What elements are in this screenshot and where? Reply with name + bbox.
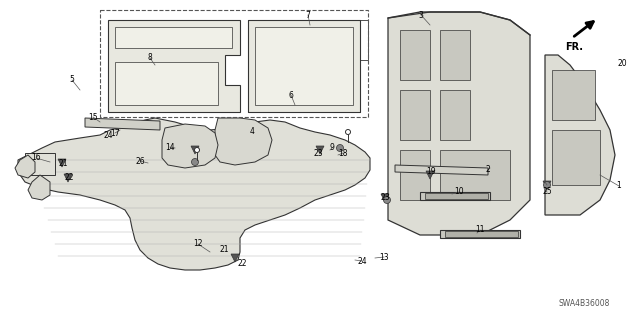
- Polygon shape: [231, 254, 239, 262]
- Text: 17: 17: [110, 129, 120, 137]
- Text: 7: 7: [305, 11, 310, 19]
- Text: 24: 24: [357, 256, 367, 265]
- Polygon shape: [64, 174, 72, 182]
- Polygon shape: [248, 20, 360, 112]
- Text: FR.: FR.: [565, 42, 583, 52]
- Polygon shape: [108, 20, 240, 112]
- Circle shape: [543, 182, 550, 189]
- Polygon shape: [445, 231, 518, 237]
- Text: 22: 22: [64, 174, 74, 182]
- Polygon shape: [420, 192, 490, 200]
- Text: 20: 20: [617, 58, 627, 68]
- Text: 9: 9: [330, 144, 335, 152]
- Circle shape: [337, 145, 344, 152]
- Polygon shape: [552, 70, 595, 120]
- Polygon shape: [85, 118, 160, 130]
- Polygon shape: [440, 150, 510, 200]
- Polygon shape: [255, 27, 353, 105]
- Circle shape: [346, 130, 351, 135]
- Text: 18: 18: [339, 149, 348, 158]
- Polygon shape: [115, 62, 218, 105]
- Text: 23: 23: [313, 149, 323, 158]
- Polygon shape: [388, 12, 530, 235]
- Polygon shape: [191, 146, 199, 154]
- Polygon shape: [115, 27, 232, 48]
- Bar: [100, 10, 368, 117]
- Polygon shape: [543, 181, 551, 189]
- Polygon shape: [15, 155, 35, 178]
- Text: 24: 24: [103, 131, 113, 140]
- Polygon shape: [400, 90, 430, 140]
- Polygon shape: [440, 30, 470, 80]
- Polygon shape: [28, 175, 50, 200]
- Text: 8: 8: [148, 54, 152, 63]
- Polygon shape: [552, 130, 600, 185]
- Polygon shape: [162, 124, 218, 168]
- Text: 10: 10: [454, 188, 464, 197]
- Text: 3: 3: [419, 11, 424, 19]
- Text: 23: 23: [380, 194, 390, 203]
- Polygon shape: [18, 118, 370, 270]
- Polygon shape: [381, 194, 389, 202]
- Polygon shape: [58, 159, 66, 167]
- Polygon shape: [426, 171, 434, 179]
- Text: 21: 21: [220, 244, 228, 254]
- Polygon shape: [440, 230, 520, 238]
- Text: 16: 16: [31, 153, 41, 162]
- Text: 25: 25: [542, 188, 552, 197]
- Text: 11: 11: [476, 226, 484, 234]
- Text: 15: 15: [88, 113, 98, 122]
- Text: 1: 1: [616, 182, 621, 190]
- Polygon shape: [440, 90, 470, 140]
- Polygon shape: [395, 165, 488, 175]
- Circle shape: [383, 197, 390, 204]
- Circle shape: [195, 147, 200, 152]
- Text: 12: 12: [193, 240, 203, 249]
- Circle shape: [191, 159, 198, 166]
- Polygon shape: [316, 146, 324, 154]
- Text: 21: 21: [58, 159, 68, 167]
- Text: 2: 2: [486, 166, 490, 174]
- Text: 26: 26: [135, 157, 145, 166]
- Text: 22: 22: [237, 258, 247, 268]
- Text: 19: 19: [426, 167, 436, 176]
- Text: 5: 5: [70, 76, 74, 85]
- Polygon shape: [25, 153, 55, 175]
- Polygon shape: [215, 118, 272, 165]
- Polygon shape: [545, 55, 615, 215]
- Text: 4: 4: [250, 127, 255, 136]
- Polygon shape: [425, 193, 488, 199]
- Polygon shape: [400, 30, 430, 80]
- Text: 13: 13: [379, 253, 389, 262]
- Polygon shape: [400, 150, 430, 200]
- Text: 14: 14: [165, 143, 175, 152]
- Text: SWA4B36008: SWA4B36008: [559, 299, 610, 308]
- Text: 6: 6: [289, 91, 293, 100]
